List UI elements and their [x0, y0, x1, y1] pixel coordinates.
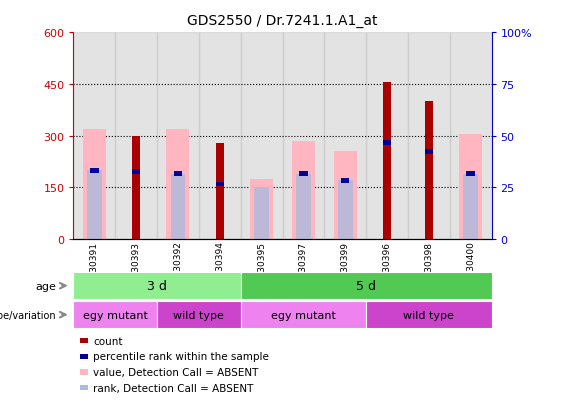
Bar [73, 33, 115, 240]
Text: count: count [93, 336, 123, 346]
Bar [250, 179, 273, 240]
Bar [282, 33, 324, 240]
Bar [324, 33, 366, 240]
Text: rank, Detection Call = ABSENT: rank, Detection Call = ABSENT [93, 383, 254, 393]
Bar [174, 172, 182, 177]
Bar [463, 174, 478, 240]
Text: wild type: wild type [173, 310, 224, 320]
Bar [292, 142, 315, 240]
Bar [157, 33, 199, 240]
Text: wild type: wild type [403, 310, 454, 320]
Bar [254, 188, 269, 240]
Text: genotype/variation: genotype/variation [0, 310, 56, 320]
Bar [90, 169, 98, 173]
Bar [341, 178, 349, 183]
Bar [171, 174, 185, 240]
Bar [199, 33, 241, 240]
Bar [216, 143, 224, 240]
Bar [299, 172, 307, 177]
Bar [132, 136, 140, 240]
Bar [87, 171, 102, 240]
Text: egy mutant: egy mutant [271, 310, 336, 320]
Text: egy mutant: egy mutant [83, 310, 147, 320]
Text: value, Detection Call = ABSENT: value, Detection Call = ABSENT [93, 367, 259, 377]
Text: GDS2550 / Dr.7241.1.A1_at: GDS2550 / Dr.7241.1.A1_at [187, 14, 378, 28]
Bar [366, 33, 408, 240]
Text: 3 d: 3 d [147, 280, 167, 292]
Bar [408, 33, 450, 240]
Bar [450, 33, 492, 240]
Bar [459, 135, 482, 240]
Bar [334, 152, 357, 240]
Bar [216, 182, 224, 187]
Bar [132, 170, 140, 175]
Text: 5 d: 5 d [356, 280, 376, 292]
Bar [338, 181, 353, 240]
Bar [115, 33, 157, 240]
Bar [241, 33, 282, 240]
Text: age: age [36, 281, 56, 291]
Bar [467, 172, 475, 177]
Bar [425, 150, 433, 154]
Bar [83, 129, 106, 240]
Bar [296, 174, 311, 240]
Bar [383, 141, 391, 146]
Bar [167, 129, 189, 240]
Bar [425, 102, 433, 240]
Text: percentile rank within the sample: percentile rank within the sample [93, 351, 269, 361]
Bar [383, 83, 391, 240]
